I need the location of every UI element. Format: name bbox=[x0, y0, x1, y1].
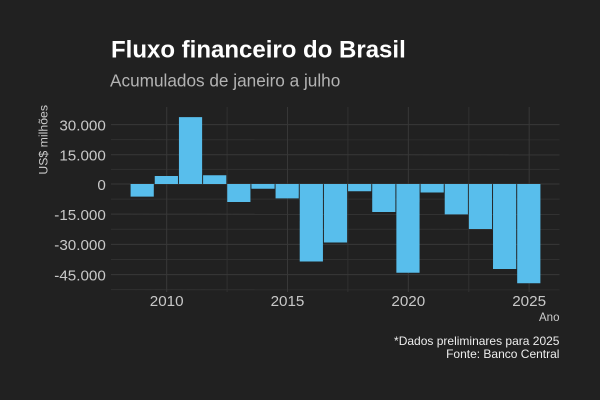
svg-text:Ano: Ano bbox=[539, 312, 559, 324]
svg-text:0: 0 bbox=[97, 177, 105, 194]
svg-text:2025: 2025 bbox=[512, 293, 546, 310]
svg-text:2015: 2015 bbox=[271, 293, 305, 310]
svg-text:*Dados preliminares para 2025: *Dados preliminares para 2025 bbox=[394, 334, 560, 348]
svg-text:2020: 2020 bbox=[391, 293, 425, 310]
svg-text:30.000: 30.000 bbox=[59, 117, 105, 134]
svg-text:Fluxo financeiro do Brasil: Fluxo financeiro do Brasil bbox=[111, 36, 406, 63]
svg-text:US$ milhões: US$ milhões bbox=[37, 105, 51, 175]
svg-text:15.000: 15.000 bbox=[59, 148, 105, 165]
svg-text:-15.000: -15.000 bbox=[54, 207, 106, 224]
svg-text:2010: 2010 bbox=[150, 293, 184, 310]
svg-text:Fonte: Banco Central: Fonte: Banco Central bbox=[446, 347, 559, 361]
svg-text:Acumulados de janeiro a julho: Acumulados de janeiro a julho bbox=[110, 71, 340, 91]
svg-text:-30.000: -30.000 bbox=[54, 237, 106, 254]
svg-text:-45.000: -45.000 bbox=[54, 267, 106, 284]
